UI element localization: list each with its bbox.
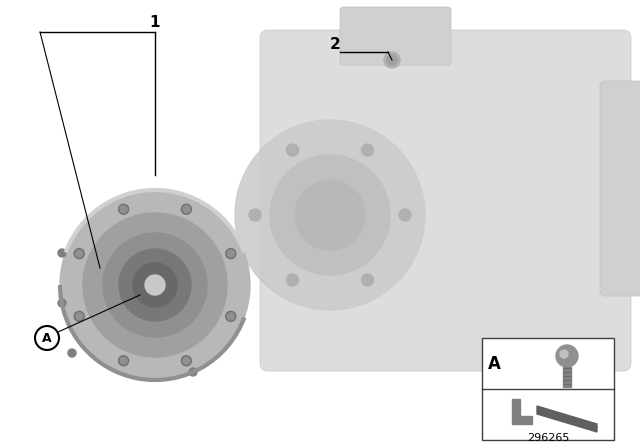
Circle shape <box>60 190 250 380</box>
Circle shape <box>399 209 411 221</box>
Circle shape <box>362 274 374 286</box>
Circle shape <box>560 350 568 358</box>
FancyBboxPatch shape <box>340 7 451 65</box>
Polygon shape <box>537 406 597 432</box>
Circle shape <box>76 250 83 257</box>
Text: A: A <box>42 332 52 345</box>
Circle shape <box>235 120 425 310</box>
Circle shape <box>181 204 191 214</box>
Circle shape <box>74 249 84 258</box>
Circle shape <box>103 233 207 337</box>
Circle shape <box>118 356 129 366</box>
Circle shape <box>387 55 397 65</box>
Circle shape <box>384 52 400 68</box>
Circle shape <box>556 345 578 367</box>
Circle shape <box>145 275 165 295</box>
Circle shape <box>295 180 365 250</box>
Circle shape <box>181 356 191 366</box>
FancyBboxPatch shape <box>600 81 640 296</box>
FancyBboxPatch shape <box>482 338 614 440</box>
Circle shape <box>68 349 76 357</box>
Circle shape <box>120 357 127 364</box>
Circle shape <box>227 313 234 320</box>
Circle shape <box>226 311 236 321</box>
Circle shape <box>35 326 59 350</box>
Polygon shape <box>512 399 532 424</box>
Text: A: A <box>488 354 500 372</box>
Circle shape <box>58 249 66 257</box>
Circle shape <box>287 274 298 286</box>
Circle shape <box>227 250 234 257</box>
FancyBboxPatch shape <box>260 30 631 371</box>
Text: 1: 1 <box>150 14 160 30</box>
Circle shape <box>183 357 190 364</box>
Circle shape <box>189 368 197 376</box>
Circle shape <box>58 299 66 307</box>
Circle shape <box>226 249 236 258</box>
Circle shape <box>74 311 84 321</box>
Circle shape <box>287 144 298 156</box>
Circle shape <box>83 213 227 357</box>
Circle shape <box>118 204 129 214</box>
Circle shape <box>133 263 177 307</box>
Circle shape <box>120 206 127 213</box>
Text: 296265: 296265 <box>527 433 569 443</box>
Circle shape <box>362 144 374 156</box>
Circle shape <box>183 206 190 213</box>
Circle shape <box>76 313 83 320</box>
Circle shape <box>270 155 390 275</box>
Circle shape <box>249 209 261 221</box>
Circle shape <box>119 249 191 321</box>
Bar <box>563 367 571 387</box>
Text: 2: 2 <box>330 36 340 52</box>
